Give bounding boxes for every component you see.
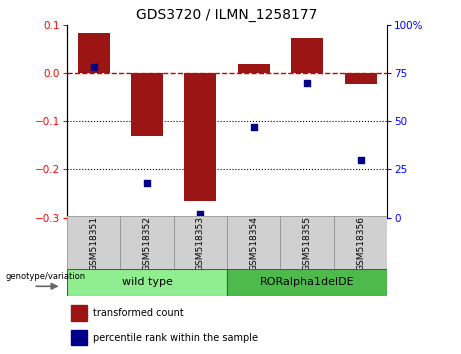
Bar <box>280 216 334 271</box>
Point <box>250 124 257 130</box>
Text: percentile rank within the sample: percentile rank within the sample <box>93 333 258 343</box>
Point <box>303 80 311 85</box>
Point <box>197 211 204 217</box>
Bar <box>67 216 120 271</box>
Text: GSM518353: GSM518353 <box>196 216 205 271</box>
Point <box>143 180 151 186</box>
Bar <box>131 73 163 136</box>
Point <box>357 157 364 162</box>
Bar <box>344 73 377 84</box>
Bar <box>291 38 323 73</box>
Bar <box>71 330 87 346</box>
Text: transformed count: transformed count <box>93 308 183 318</box>
Text: genotype/variation: genotype/variation <box>6 272 85 281</box>
Text: wild type: wild type <box>122 277 172 287</box>
Bar <box>334 216 387 271</box>
Bar <box>120 216 174 271</box>
Bar <box>227 216 280 271</box>
Bar <box>77 34 110 73</box>
Text: GSM518352: GSM518352 <box>142 216 152 271</box>
Bar <box>238 64 270 73</box>
Text: GSM518351: GSM518351 <box>89 216 98 271</box>
Bar <box>174 216 227 271</box>
Title: GDS3720 / ILMN_1258177: GDS3720 / ILMN_1258177 <box>136 8 318 22</box>
Bar <box>67 269 227 296</box>
Bar <box>227 269 387 296</box>
Text: RORalpha1delDE: RORalpha1delDE <box>260 277 355 287</box>
Text: GSM518356: GSM518356 <box>356 216 365 271</box>
Text: GSM518354: GSM518354 <box>249 216 258 271</box>
Point <box>90 64 97 70</box>
Bar <box>184 73 216 201</box>
Text: GSM518355: GSM518355 <box>302 216 312 271</box>
Bar <box>71 305 87 321</box>
